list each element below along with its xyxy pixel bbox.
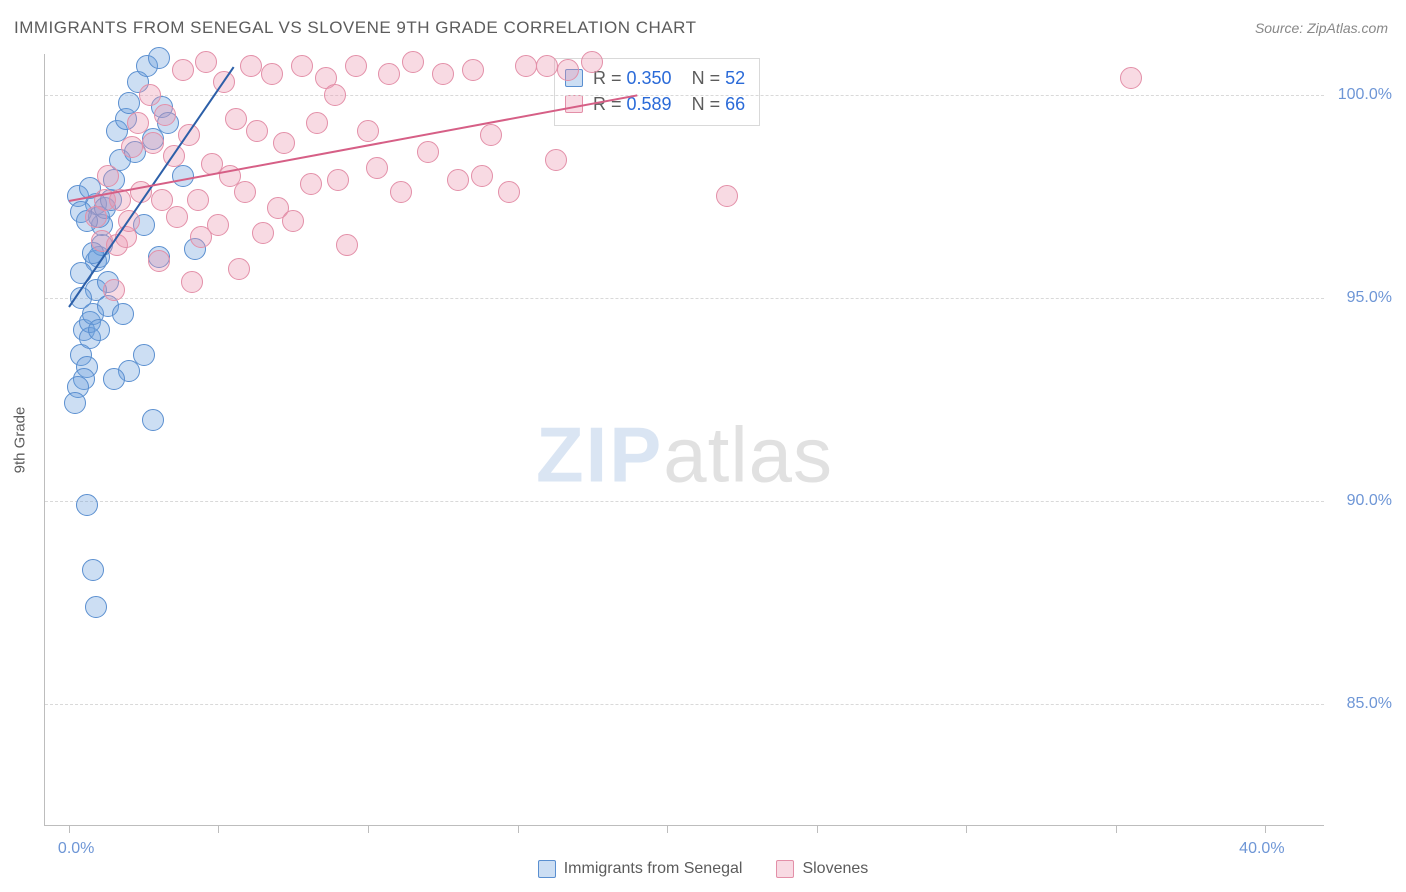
data-point-slovenes — [471, 165, 493, 187]
data-point-slovenes — [324, 84, 346, 106]
data-point-slovenes — [166, 206, 188, 228]
x-tick — [518, 825, 519, 833]
data-point-slovenes — [581, 51, 603, 73]
gridline — [45, 95, 1324, 96]
data-point-slovenes — [195, 51, 217, 73]
data-point-slovenes — [536, 55, 558, 77]
data-point-slovenes — [498, 181, 520, 203]
legend-label: Slovenes — [802, 860, 868, 878]
data-point-slovenes — [1120, 67, 1142, 89]
data-point-senegal — [76, 494, 98, 516]
chart-title: IMMIGRANTS FROM SENEGAL VS SLOVENE 9TH G… — [14, 18, 696, 38]
data-point-slovenes — [432, 63, 454, 85]
data-point-slovenes — [228, 258, 250, 280]
data-point-slovenes — [390, 181, 412, 203]
watermark-zip: ZIP — [536, 410, 663, 498]
data-point-slovenes — [187, 189, 209, 211]
data-point-slovenes — [282, 210, 304, 232]
data-point-slovenes — [97, 165, 119, 187]
y-tick-label: 90.0% — [1347, 492, 1392, 510]
x-tick — [1265, 825, 1266, 833]
data-point-slovenes — [462, 59, 484, 81]
legend-item-slovenes: Slovenes — [776, 860, 868, 878]
data-point-slovenes — [557, 59, 579, 81]
data-point-slovenes — [127, 112, 149, 134]
data-point-senegal — [133, 344, 155, 366]
data-point-slovenes — [716, 185, 738, 207]
data-point-slovenes — [103, 279, 125, 301]
data-point-slovenes — [417, 141, 439, 163]
plot-area: ZIPatlas R = 0.350N = 52R = 0.589N = 66 — [44, 54, 1324, 826]
source-attribution: Source: ZipAtlas.com — [1255, 20, 1388, 36]
x-tick — [69, 825, 70, 833]
x-tick — [817, 825, 818, 833]
x-tick — [218, 825, 219, 833]
x-tick-label: 40.0% — [1239, 840, 1284, 858]
data-point-senegal — [172, 165, 194, 187]
data-point-senegal — [70, 262, 92, 284]
data-point-slovenes — [545, 149, 567, 171]
data-point-slovenes — [306, 112, 328, 134]
data-point-slovenes — [447, 169, 469, 191]
data-point-slovenes — [378, 63, 400, 85]
legend-label: Immigrants from Senegal — [564, 860, 743, 878]
legend-swatch-slovenes-icon — [776, 860, 794, 878]
legend-swatch-senegal-icon — [538, 860, 556, 878]
data-point-slovenes — [246, 120, 268, 142]
data-point-senegal — [85, 596, 107, 618]
data-point-slovenes — [480, 124, 502, 146]
data-point-slovenes — [327, 169, 349, 191]
chart-container: IMMIGRANTS FROM SENEGAL VS SLOVENE 9TH G… — [0, 0, 1406, 892]
data-point-slovenes — [240, 55, 262, 77]
watermark-atlas: atlas — [663, 410, 833, 498]
gridline — [45, 298, 1324, 299]
data-point-slovenes — [273, 132, 295, 154]
y-tick-label: 95.0% — [1347, 289, 1392, 307]
data-point-senegal — [88, 319, 110, 341]
legend-item-senegal: Immigrants from Senegal — [538, 860, 743, 878]
data-point-slovenes — [225, 108, 247, 130]
data-point-slovenes — [139, 84, 161, 106]
data-point-senegal — [112, 303, 134, 325]
data-point-senegal — [148, 47, 170, 69]
data-point-senegal — [82, 559, 104, 581]
data-point-slovenes — [181, 271, 203, 293]
data-point-slovenes — [300, 173, 322, 195]
data-point-slovenes — [142, 132, 164, 154]
data-point-slovenes — [172, 59, 194, 81]
stat-n: N = 52 — [692, 65, 746, 91]
data-point-senegal — [103, 368, 125, 390]
data-point-slovenes — [291, 55, 313, 77]
data-point-slovenes — [261, 63, 283, 85]
data-point-slovenes — [207, 214, 229, 236]
x-tick — [1116, 825, 1117, 833]
data-point-slovenes — [345, 55, 367, 77]
gridline — [45, 501, 1324, 502]
x-tick — [966, 825, 967, 833]
data-point-slovenes — [252, 222, 274, 244]
x-tick-label: 0.0% — [58, 840, 94, 858]
y-tick-label: 85.0% — [1347, 695, 1392, 713]
data-point-slovenes — [357, 120, 379, 142]
data-point-slovenes — [402, 51, 424, 73]
data-point-slovenes — [154, 104, 176, 126]
data-point-senegal — [64, 392, 86, 414]
data-point-slovenes — [336, 234, 358, 256]
data-point-slovenes — [366, 157, 388, 179]
x-tick — [368, 825, 369, 833]
stat-r: R = 0.350 — [593, 65, 672, 91]
legend: Immigrants from Senegal Slovenes — [0, 860, 1406, 878]
y-tick-label: 100.0% — [1338, 86, 1392, 104]
y-axis-label: 9th Grade — [12, 407, 29, 474]
data-point-slovenes — [148, 250, 170, 272]
data-point-slovenes — [234, 181, 256, 203]
gridline — [45, 704, 1324, 705]
data-point-senegal — [118, 92, 140, 114]
watermark: ZIPatlas — [536, 409, 833, 500]
data-point-slovenes — [121, 136, 143, 158]
data-point-slovenes — [515, 55, 537, 77]
data-point-senegal — [142, 409, 164, 431]
x-tick — [667, 825, 668, 833]
